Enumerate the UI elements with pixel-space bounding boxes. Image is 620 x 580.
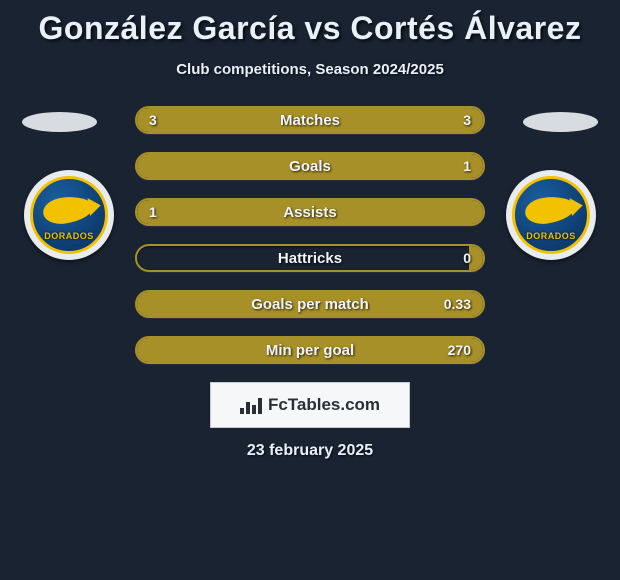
bar-fill-right [137, 292, 483, 316]
bar-value-right: 0 [463, 246, 471, 270]
badge-caption-right: DORADOS [515, 231, 587, 241]
bar-fill-right [469, 246, 483, 270]
stat-bar: 1Assists [135, 198, 485, 226]
bar-value-right: 270 [448, 338, 471, 362]
stat-bar: 33Matches [135, 106, 485, 134]
stat-bar: 270Min per goal [135, 336, 485, 364]
generated-date: 23 february 2025 [0, 442, 620, 460]
bar-value-left: 3 [149, 108, 157, 132]
stat-bar: 1Goals [135, 152, 485, 180]
dorados-logo-icon: DORADOS [512, 176, 590, 254]
stat-bars: 33Matches1Goals1Assists0Hattricks0.33Goa… [135, 106, 485, 364]
bar-value-right: 1 [463, 154, 471, 178]
club-badge-right: DORADOS [506, 170, 596, 260]
stat-bar: 0Hattricks [135, 244, 485, 272]
bar-fill-right [310, 108, 483, 132]
bar-fill-left [137, 200, 483, 224]
club-badge-left: DORADOS [24, 170, 114, 260]
bar-chart-icon [240, 396, 262, 414]
subtitle: Club competitions, Season 2024/2025 [0, 61, 620, 78]
bar-value-left: 1 [149, 200, 157, 224]
badge-caption-left: DORADOS [33, 231, 105, 241]
brand-box: FcTables.com [210, 382, 410, 428]
bar-fill-left [137, 108, 310, 132]
brand-label: FcTables.com [268, 395, 380, 415]
dorados-logo-icon: DORADOS [30, 176, 108, 254]
stat-bar: 0.33Goals per match [135, 290, 485, 318]
bar-value-right: 3 [463, 108, 471, 132]
page-title: González García vs Cortés Álvarez [0, 0, 620, 47]
comparison-area: DORADOS DORADOS 33Matches1Goals1Assists0… [0, 106, 620, 364]
bar-value-right: 0.33 [444, 292, 471, 316]
bar-fill-right [137, 338, 483, 362]
player-shadow-right [523, 112, 598, 132]
player-shadow-left [22, 112, 97, 132]
bar-label: Hattricks [137, 246, 483, 270]
bar-fill-right [137, 154, 483, 178]
